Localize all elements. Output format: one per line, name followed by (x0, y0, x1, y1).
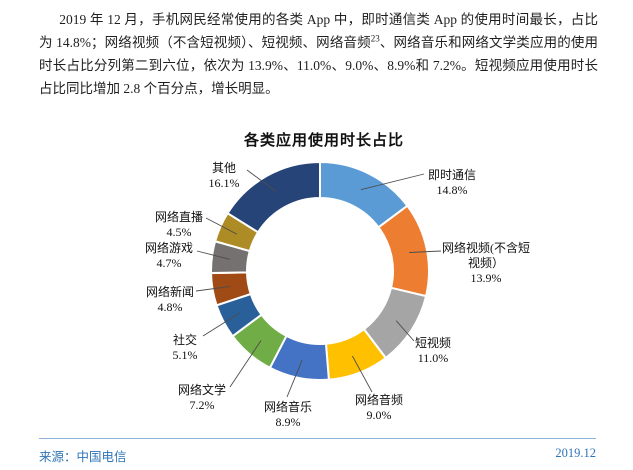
segment-value-8: 4.7% (157, 256, 182, 270)
segment-label-9: 网络直播 (155, 209, 203, 224)
leader-line-3 (352, 355, 373, 393)
segment-value-7: 4.8% (158, 300, 183, 314)
paragraph-text-2: 、网络音乐和网络文学类应用的使用时长占比分列第二到六位，依次为 13.9%、11… (39, 35, 599, 96)
segment-value-3: 9.0% (367, 408, 392, 422)
leader-line-6 (202, 312, 240, 337)
leader-line-2 (395, 320, 415, 342)
segment-label-8: 网络游戏 (145, 240, 193, 255)
segment-label-7: 网络新闻 (146, 284, 194, 299)
segment-label-1: 网络视频(不含短 (442, 240, 530, 255)
report-date: 2019.12 (555, 446, 596, 460)
segment-label-4: 网络音乐 (264, 399, 312, 414)
leader-line-4 (286, 360, 303, 398)
segment-label-6: 社交 (173, 332, 197, 347)
chart-title: 各类应用使用时长占比 (243, 133, 404, 149)
segment-value-6: 5.1% (173, 348, 198, 362)
leader-line-5 (229, 340, 262, 388)
segment-value-4: 8.9% (276, 415, 301, 429)
segment-label-1: 视频） (468, 255, 504, 270)
segment-label-3: 网络音频 (355, 392, 403, 407)
chart-footer: 来源：中国电信 2019.12 (39, 438, 596, 465)
segment-value-10: 16.1% (209, 176, 240, 190)
segment-value-0: 14.8% (437, 183, 468, 197)
leader-line-10 (246, 169, 277, 192)
leader-line-0 (360, 173, 425, 191)
leader-line-1 (409, 250, 442, 253)
segment-label-2: 短视频 (415, 335, 451, 350)
footnote-reference: 23 (370, 33, 380, 44)
segment-label-10: 其他 (212, 161, 236, 175)
segment-value-2: 11.0% (418, 351, 449, 365)
leader-line-7 (195, 285, 231, 292)
source-label: 来源：中国电信 (39, 450, 127, 464)
segment-label-0: 即时通信 (428, 168, 476, 182)
body-paragraph: 2019 年 12 月，手机网民经常使用的各类 App 中，即时通信类 App … (39, 8, 598, 100)
paragraph-text-1: 2019 年 12 月，手机网民经常使用的各类 App 中，即时通信类 App … (39, 12, 598, 50)
segment-value-5: 7.2% (190, 398, 215, 412)
leader-line-8 (196, 250, 230, 260)
donut-segment-10 (226, 160, 321, 234)
leader-line-9 (205, 217, 238, 235)
segment-value-1: 13.9% (471, 271, 502, 285)
segment-value-9: 4.5% (167, 225, 192, 239)
segment-label-5: 网络文学 (178, 382, 226, 397)
